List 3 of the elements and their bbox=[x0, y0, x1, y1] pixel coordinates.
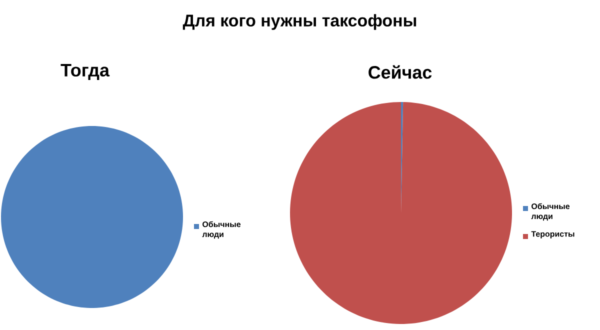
chart-title: Сейчас bbox=[368, 65, 432, 79]
chart-title: Тогда bbox=[60, 64, 110, 80]
text: Для кого нужны таксофоны bbox=[182, 14, 416, 30]
